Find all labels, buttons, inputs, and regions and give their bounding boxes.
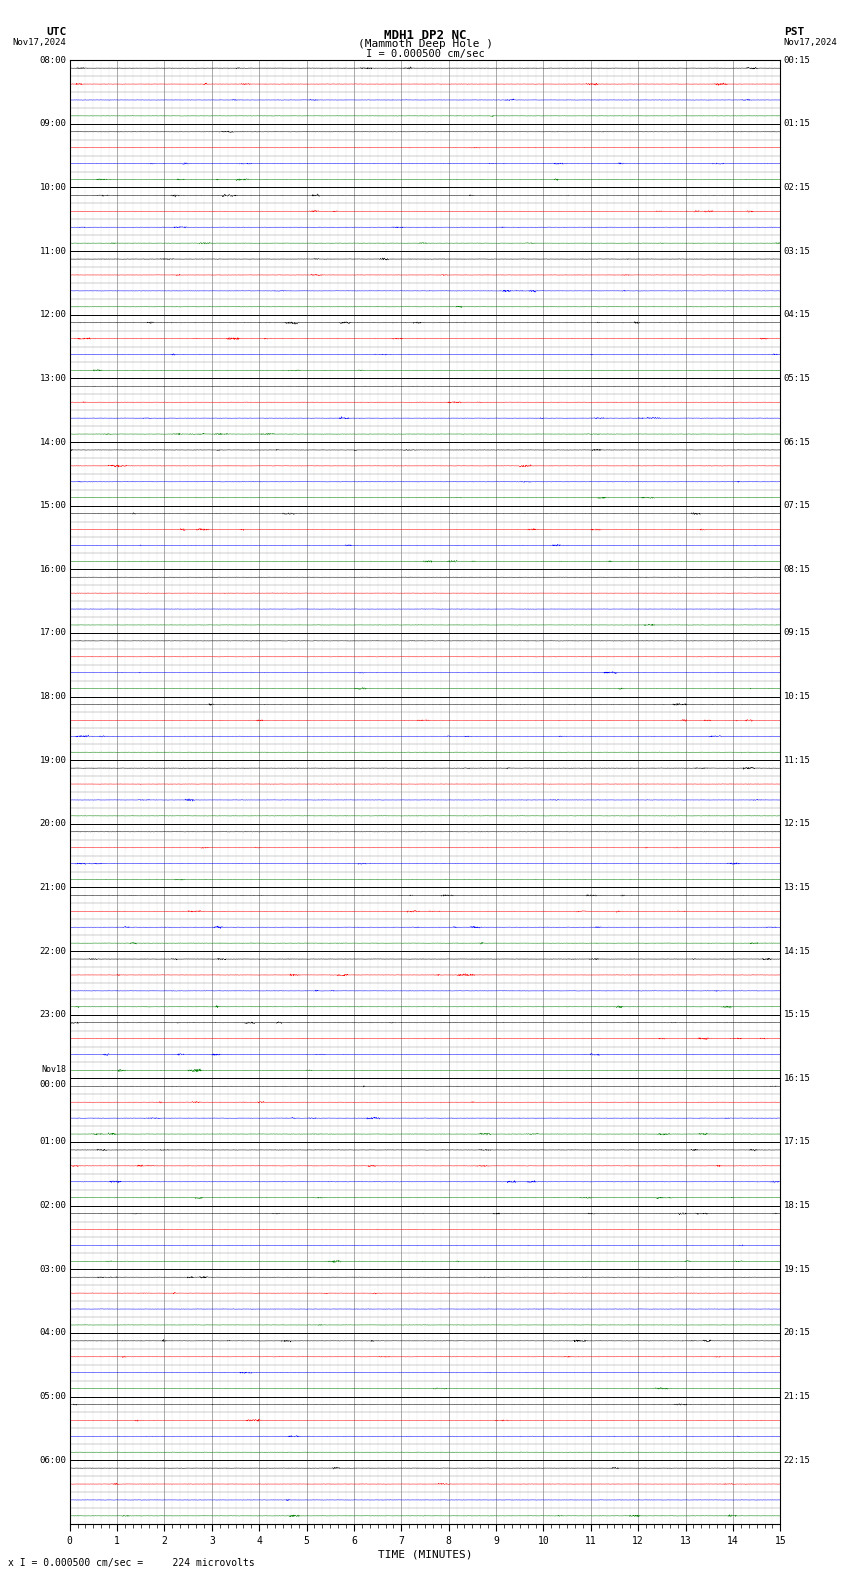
Text: 01:15: 01:15 [784, 119, 811, 128]
Text: 12:15: 12:15 [784, 819, 811, 828]
Text: 19:00: 19:00 [39, 756, 66, 765]
Text: Nov17,2024: Nov17,2024 [13, 38, 66, 48]
Text: 21:15: 21:15 [784, 1392, 811, 1400]
Text: 04:00: 04:00 [39, 1329, 66, 1337]
Text: 09:15: 09:15 [784, 629, 811, 637]
Text: 06:15: 06:15 [784, 437, 811, 447]
Text: 04:15: 04:15 [784, 310, 811, 320]
Text: 15:15: 15:15 [784, 1011, 811, 1019]
X-axis label: TIME (MINUTES): TIME (MINUTES) [377, 1549, 473, 1560]
Text: 17:15: 17:15 [784, 1137, 811, 1147]
Text: 17:00: 17:00 [39, 629, 66, 637]
Text: MDH1 DP2 NC: MDH1 DP2 NC [383, 29, 467, 43]
Text: 10:15: 10:15 [784, 692, 811, 702]
Text: Nov18: Nov18 [42, 1064, 66, 1074]
Text: 19:15: 19:15 [784, 1264, 811, 1274]
Text: 20:00: 20:00 [39, 819, 66, 828]
Text: 01:00: 01:00 [39, 1137, 66, 1147]
Text: 11:00: 11:00 [39, 247, 66, 255]
Text: Nov17,2024: Nov17,2024 [784, 38, 837, 48]
Text: 15:00: 15:00 [39, 501, 66, 510]
Text: 21:00: 21:00 [39, 882, 66, 892]
Text: I = 0.000500 cm/sec: I = 0.000500 cm/sec [366, 49, 484, 59]
Text: 09:00: 09:00 [39, 119, 66, 128]
Text: 13:00: 13:00 [39, 374, 66, 383]
Text: 00:00: 00:00 [39, 1080, 66, 1088]
Text: 08:15: 08:15 [784, 565, 811, 573]
Text: 11:15: 11:15 [784, 756, 811, 765]
Text: 23:00: 23:00 [39, 1011, 66, 1019]
Text: 16:00: 16:00 [39, 565, 66, 573]
Text: 03:00: 03:00 [39, 1264, 66, 1274]
Text: 20:15: 20:15 [784, 1329, 811, 1337]
Text: 18:15: 18:15 [784, 1201, 811, 1210]
Text: 06:00: 06:00 [39, 1456, 66, 1465]
Text: 05:15: 05:15 [784, 374, 811, 383]
Text: 05:00: 05:00 [39, 1392, 66, 1400]
Text: 00:15: 00:15 [784, 55, 811, 65]
Text: 03:15: 03:15 [784, 247, 811, 255]
Text: 13:15: 13:15 [784, 882, 811, 892]
Text: PST: PST [784, 27, 804, 38]
Text: 14:00: 14:00 [39, 437, 66, 447]
Text: 16:15: 16:15 [784, 1074, 811, 1083]
Text: 22:15: 22:15 [784, 1456, 811, 1465]
Text: 02:00: 02:00 [39, 1201, 66, 1210]
Text: 02:15: 02:15 [784, 184, 811, 192]
Text: 12:00: 12:00 [39, 310, 66, 320]
Text: (Mammoth Deep Hole ): (Mammoth Deep Hole ) [358, 40, 492, 49]
Text: 14:15: 14:15 [784, 947, 811, 955]
Text: 10:00: 10:00 [39, 184, 66, 192]
Text: 07:15: 07:15 [784, 501, 811, 510]
Text: 18:00: 18:00 [39, 692, 66, 702]
Text: 08:00: 08:00 [39, 55, 66, 65]
Text: 22:00: 22:00 [39, 947, 66, 955]
Text: UTC: UTC [46, 27, 66, 38]
Text: x I = 0.000500 cm/sec =     224 microvolts: x I = 0.000500 cm/sec = 224 microvolts [8, 1559, 255, 1568]
